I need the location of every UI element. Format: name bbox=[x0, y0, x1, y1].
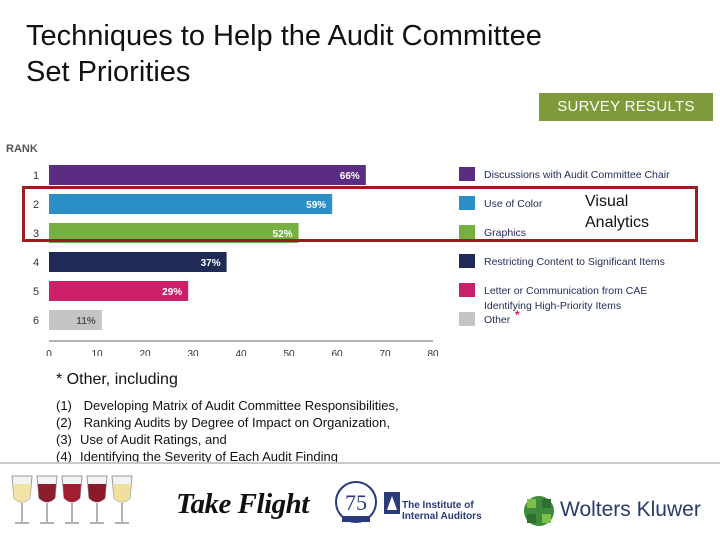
footnote-text: Use of Audit Ratings, and bbox=[80, 432, 227, 447]
legend-swatch bbox=[459, 196, 475, 210]
iia-badge-number: 75 bbox=[345, 490, 367, 515]
footnote-number: (4) bbox=[56, 449, 72, 464]
bar-value-label: 59% bbox=[306, 200, 326, 211]
legend-swatch bbox=[459, 312, 475, 326]
footnote-item: (1) Developing Matrix of Audit Committee… bbox=[56, 397, 476, 414]
rank-tick-label: 1 bbox=[33, 170, 39, 182]
x-tick-label: 0 bbox=[46, 349, 52, 356]
bar-rank-6 bbox=[49, 310, 102, 330]
x-tick-label: 30 bbox=[187, 349, 199, 356]
footnote-text: Ranking Audits by Degree of Impact on Or… bbox=[80, 415, 391, 430]
visual-analytics-label: Visual Analytics bbox=[585, 191, 685, 233]
bar-rank-1 bbox=[49, 165, 366, 185]
legend-label: Discussions with Audit Committee Chair bbox=[484, 169, 670, 181]
bar-value-label: 11% bbox=[76, 316, 96, 327]
x-tick-label: 60 bbox=[331, 349, 343, 356]
footnote-item: (3) Use of Audit Ratings, and bbox=[56, 431, 476, 448]
legend-swatch bbox=[459, 167, 475, 181]
iia-name: The Institute of Internal Auditors bbox=[402, 500, 482, 522]
take-flight-logo: Take Flight bbox=[176, 488, 309, 520]
bar-value-label: 37% bbox=[201, 258, 221, 269]
bar-value-label: 52% bbox=[273, 229, 293, 240]
wine-glass-shape bbox=[38, 484, 56, 502]
rank-tick-label: 4 bbox=[33, 257, 39, 269]
bar-value-label: 29% bbox=[162, 287, 182, 298]
legend-swatch bbox=[459, 225, 475, 239]
legend-label: Other bbox=[484, 314, 511, 326]
footnote-text: Identifying the Severity of Each Audit F… bbox=[80, 449, 338, 464]
rank-bar-chart: RANK 1 66% 2 59% 3 52% 4 37% 5 29% 6 11% 0 10 20 30 40 50 6… bbox=[6, 143, 670, 356]
rank-axis-title: RANK bbox=[6, 143, 38, 155]
wolters-kluwer-globe-icon bbox=[524, 496, 554, 526]
footnote-heading: * Other, including bbox=[56, 371, 178, 388]
footnote-text: Developing Matrix of Audit Committee Res… bbox=[80, 398, 399, 413]
footnote-item: (4) Identifying the Severity of Each Audi… bbox=[56, 448, 476, 465]
x-tick-label: 50 bbox=[283, 349, 295, 356]
x-tick-label: 40 bbox=[235, 349, 247, 356]
legend-label: Letter or Communication from CAE Identify… bbox=[484, 285, 647, 312]
bar-rank-4 bbox=[49, 252, 227, 272]
legend-swatch bbox=[459, 283, 475, 297]
bar-rank-3 bbox=[49, 223, 299, 243]
rank-tick-label: 3 bbox=[33, 228, 39, 240]
x-tick-label: 20 bbox=[139, 349, 151, 356]
x-tick-label: 10 bbox=[91, 349, 103, 356]
bar-value-label: 66% bbox=[340, 171, 360, 182]
wine-glass-shape bbox=[13, 484, 31, 502]
iia-75th-anniversary-logo: 75 bbox=[335, 481, 400, 523]
iia-name-line-1: The Institute of bbox=[402, 500, 474, 511]
slide-title-line-2: Set Priorities bbox=[26, 56, 191, 88]
legend-label: Restricting Content to Significant Items bbox=[484, 256, 665, 268]
other-footnote: * Other, including (1) Developing Matrix… bbox=[56, 370, 476, 465]
footer-divider bbox=[0, 462, 720, 464]
wolters-kluwer-logo-text: Wolters Kluwer bbox=[560, 498, 701, 521]
footnote-number: (2) bbox=[56, 415, 72, 430]
legend-label: Graphics bbox=[484, 227, 526, 239]
wine-glass-shape bbox=[63, 484, 81, 502]
slide-title-line-1: Techniques to Help the Audit Committee bbox=[26, 20, 542, 52]
legend-asterisk: * bbox=[515, 308, 520, 322]
rank-tick-label: 6 bbox=[33, 315, 39, 327]
legend-label: Use of Color bbox=[484, 198, 543, 210]
bar-rank-5 bbox=[49, 281, 189, 301]
slide-title: Techniques to Help the Audit Committee S… bbox=[26, 18, 626, 90]
survey-results-badge: SURVEY RESULTS bbox=[539, 93, 713, 121]
footnote-number: (3) bbox=[56, 432, 72, 447]
x-tick-label: 70 bbox=[379, 349, 391, 356]
x-tick-label: 80 bbox=[427, 349, 439, 356]
wine-glass-shape bbox=[113, 484, 131, 502]
wine-glass-shape bbox=[88, 484, 106, 502]
rank-tick-label: 2 bbox=[33, 199, 39, 211]
visual-analytics-line-2: Analytics bbox=[585, 214, 650, 231]
iia-name-line-2: Internal Auditors bbox=[402, 511, 482, 522]
visual-analytics-line-1: Visual bbox=[585, 193, 629, 210]
legend-swatch bbox=[459, 254, 475, 268]
bar-rank-2 bbox=[49, 194, 333, 214]
wine-glasses-icon bbox=[11, 475, 133, 524]
rank-tick-label: 5 bbox=[33, 286, 39, 298]
footnote-item: (2) Ranking Audits by Degree of Impact o… bbox=[56, 414, 476, 431]
footnote-number: (1) bbox=[56, 398, 72, 413]
